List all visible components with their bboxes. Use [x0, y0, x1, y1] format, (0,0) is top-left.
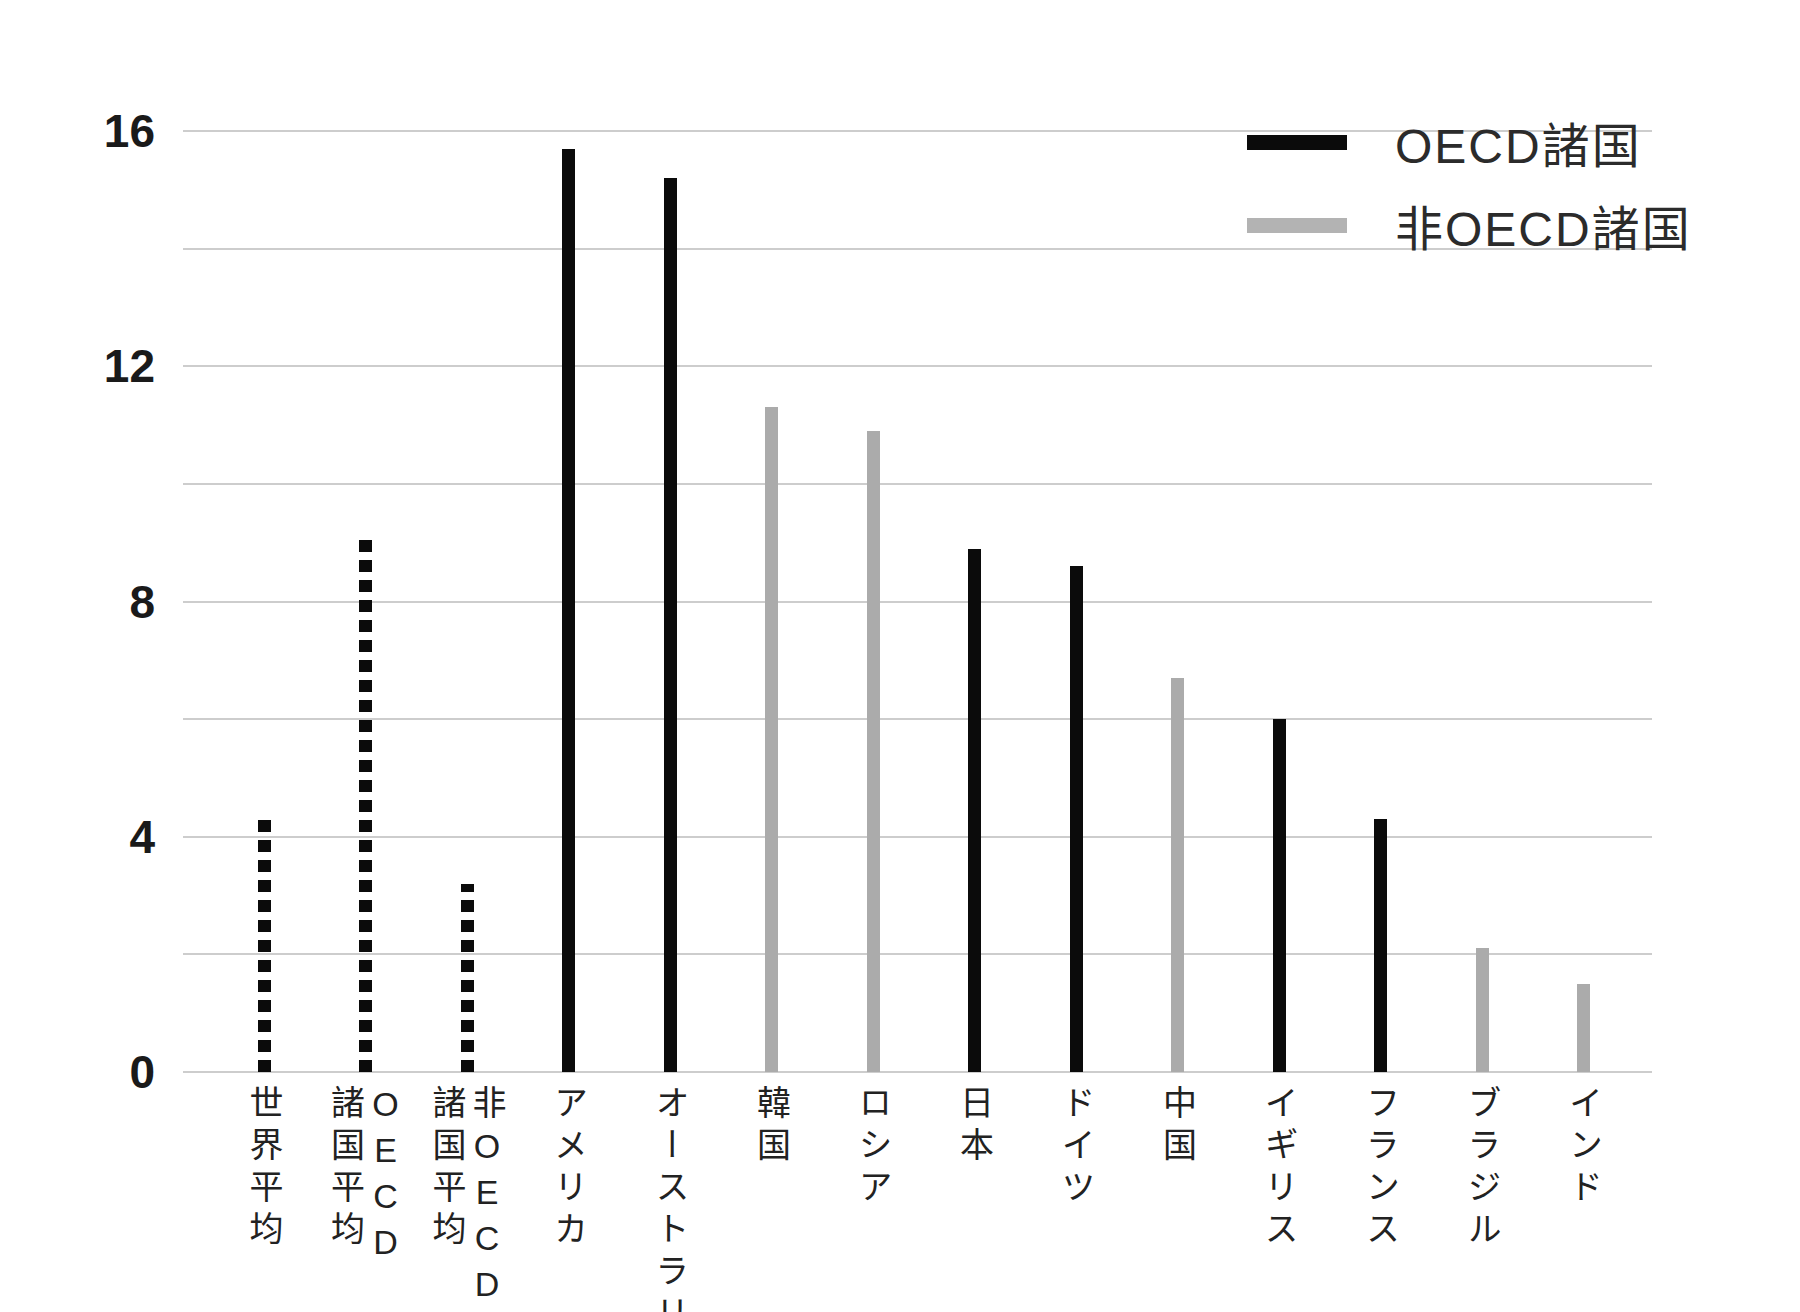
- gridline-y6: [183, 718, 1652, 720]
- bar-non-oecd-12: [1476, 948, 1489, 1072]
- gridline-y0: [183, 1071, 1652, 1073]
- gridline-y2: [183, 953, 1652, 955]
- bar-non-oecd-6: [867, 431, 880, 1072]
- bar-oecd-11: [1374, 819, 1387, 1072]
- bar-oecd-3: [562, 149, 575, 1072]
- legend-swatch-oecd: [1247, 135, 1347, 150]
- bar-average-2: [461, 884, 474, 1072]
- x-label-0: 世界平均: [244, 1085, 284, 1253]
- y-tick-label-4: 4: [55, 804, 155, 870]
- bar-non-oecd-9: [1171, 678, 1184, 1072]
- bar-oecd-10: [1273, 719, 1286, 1072]
- x-label-11: フランス: [1361, 1085, 1401, 1253]
- x-label-9: 中国: [1158, 1085, 1198, 1169]
- bar-oecd-7: [968, 549, 981, 1072]
- bar-chart: 0 4 8 12 16 世界平均 OECD諸国平均非OECD諸国平均 アメリカ オーストラリア…: [0, 0, 1800, 1312]
- y-tick-label-16: 16: [55, 98, 155, 164]
- x-label-6: ロシア: [853, 1085, 893, 1211]
- x-label-13: インド: [1564, 1085, 1604, 1211]
- bar-average-0: [258, 819, 271, 1072]
- legend: OECD諸国 非OECD諸国: [1247, 112, 1692, 255]
- bar-non-oecd-5: [765, 407, 778, 1072]
- bar-oecd-4: [664, 178, 677, 1072]
- bar-oecd-8: [1070, 566, 1083, 1072]
- x-label-1: OECD諸国平均: [326, 1085, 406, 1269]
- legend-swatch-non-oecd: [1247, 218, 1347, 233]
- legend-item-non-oecd: 非OECD諸国: [1247, 195, 1692, 255]
- x-label-10: イギリス: [1259, 1085, 1299, 1253]
- gridline-y10: [183, 483, 1652, 485]
- bar-average-1: [359, 537, 372, 1072]
- x-label-2: 非OECD諸国平均: [427, 1085, 507, 1311]
- y-tick-label-8: 8: [55, 569, 155, 635]
- x-label-12: ブラジル: [1462, 1085, 1502, 1253]
- y-tick-label-0: 0: [55, 1039, 155, 1105]
- legend-label-oecd: OECD諸国: [1395, 107, 1642, 177]
- x-label-3: アメリカ: [549, 1085, 589, 1253]
- y-tick-label-12: 12: [55, 333, 155, 399]
- legend-label-non-oecd: 非OECD諸国: [1395, 190, 1692, 260]
- x-label-8: ドイツ: [1056, 1085, 1096, 1211]
- gridline-y4: [183, 836, 1652, 838]
- gridline-y8: [183, 601, 1652, 603]
- x-label-5: 韓国: [752, 1085, 792, 1169]
- x-label-4: オーストラリア: [650, 1085, 690, 1312]
- legend-item-oecd: OECD諸国: [1247, 112, 1692, 172]
- gridline-y12: [183, 365, 1652, 367]
- x-label-7: 日本: [955, 1085, 995, 1169]
- bar-non-oecd-13: [1577, 984, 1590, 1072]
